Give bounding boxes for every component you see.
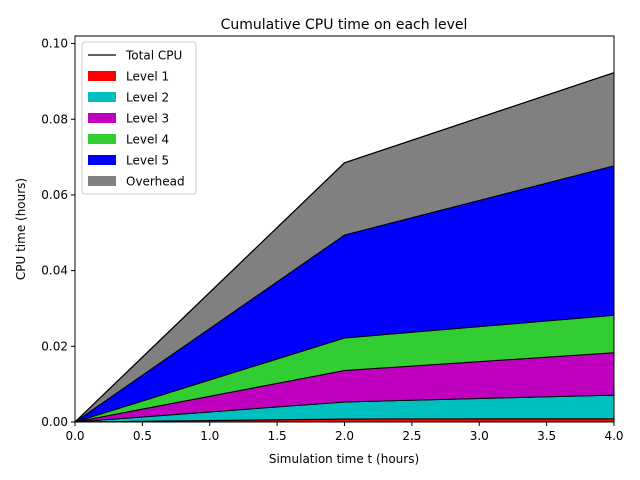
legend-swatch-level-4 bbox=[88, 134, 116, 144]
y-axis-label: CPU time (hours) bbox=[14, 178, 28, 280]
y-axis: 0.00 0.02 0.04 0.06 0.08 0.10 bbox=[41, 37, 75, 429]
y-tick-label: 0.10 bbox=[41, 37, 68, 51]
legend: Total CPU Level 1 Level 2 Level 3 Level 4 Lev… bbox=[81, 41, 197, 195]
y-tick-label: 0.00 bbox=[41, 415, 68, 429]
y-tick-label: 0.06 bbox=[41, 188, 68, 202]
y-tick-label: 0.02 bbox=[41, 339, 68, 353]
legend-label-total-cpu: Total CPU bbox=[125, 49, 182, 63]
legend-label-overhead: Overhead bbox=[126, 175, 185, 189]
y-tick-label: 0.04 bbox=[41, 264, 68, 278]
x-tick-label: 1.0 bbox=[200, 429, 219, 443]
x-tick-label: 0.5 bbox=[133, 429, 152, 443]
x-tick-label: 4.0 bbox=[604, 429, 623, 443]
legend-swatch-level-5 bbox=[88, 155, 116, 165]
legend-swatch-level-3 bbox=[88, 113, 116, 123]
x-tick-label: 3.5 bbox=[537, 429, 556, 443]
x-tick-label: 2.0 bbox=[335, 429, 354, 443]
x-axis: 0.0 0.5 1.0 1.5 2.0 2.5 3.0 3.5 4.0 bbox=[65, 422, 624, 443]
legend-swatch-overhead bbox=[88, 176, 116, 186]
total-line-group bbox=[74, 72, 615, 423]
x-axis-label: Simulation time t (hours) bbox=[269, 452, 419, 466]
x-tick-label: 2.5 bbox=[402, 429, 421, 443]
plot-frame bbox=[74, 35, 615, 423]
y-tick-label: 0.08 bbox=[41, 112, 68, 126]
legend-label-level-3: Level 3 bbox=[126, 112, 169, 126]
legend-label-level-1: Level 1 bbox=[126, 70, 169, 84]
legend-swatch-level-1 bbox=[88, 71, 116, 81]
total-cpu-line bbox=[74, 72, 615, 423]
legend-label-level-5: Level 5 bbox=[126, 154, 169, 168]
legend-swatch-level-2 bbox=[88, 92, 116, 102]
x-tick-label: 0.0 bbox=[65, 429, 84, 443]
x-tick-label: 1.5 bbox=[268, 429, 287, 443]
x-tick-label: 3.0 bbox=[470, 429, 489, 443]
legend-label-level-4: Level 4 bbox=[126, 133, 169, 147]
chart-title: Cumulative CPU time on each level bbox=[221, 17, 468, 33]
legend-label-level-2: Level 2 bbox=[126, 91, 169, 105]
